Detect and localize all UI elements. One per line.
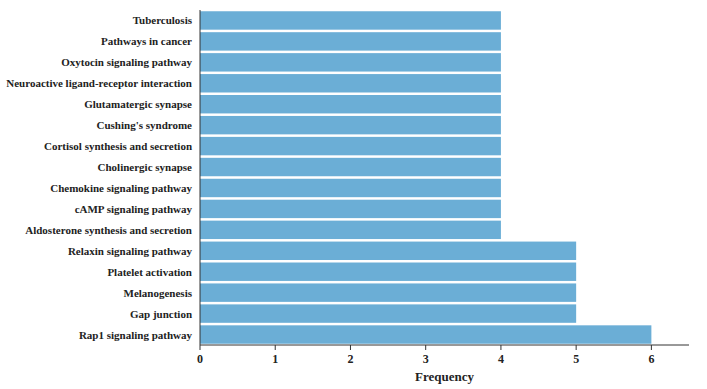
category-label: Cortisol synthesis and secretion <box>44 140 192 152</box>
category-label: Cushing's syndrome <box>97 119 193 131</box>
bar <box>200 325 651 343</box>
bar <box>200 283 576 301</box>
category-label: Chemokine signaling pathway <box>50 182 192 194</box>
x-tick <box>350 345 351 350</box>
chart: Tuberculosis Pathways in cancer Oxytocin s… <box>0 0 707 389</box>
bar <box>200 95 501 113</box>
x-axis-line <box>200 345 689 346</box>
category-label: cAMP signaling pathway <box>75 203 193 215</box>
x-tick <box>576 345 577 350</box>
category-label: Relaxin signaling pathway <box>68 245 193 257</box>
bars <box>200 11 651 343</box>
category-label: Platelet activation <box>107 266 192 278</box>
category-label: Oxytocin signaling pathway <box>61 56 192 68</box>
bar <box>200 11 501 29</box>
bar <box>200 200 501 218</box>
x-tick <box>500 345 501 350</box>
category-label: Cholinergic synapse <box>98 161 193 173</box>
category-label: Rap1 signaling pathway <box>79 329 193 341</box>
category-label: Pathways in cancer <box>101 35 192 47</box>
bar <box>200 74 501 92</box>
category-label: Melanogenesis <box>124 287 193 299</box>
bar <box>200 263 576 281</box>
x-tick <box>200 345 201 350</box>
x-tick <box>275 345 276 350</box>
x-axis-label: Frequency <box>415 369 474 384</box>
x-tick-label: 3 <box>423 352 429 366</box>
x-tick-label: 4 <box>498 352 504 366</box>
x-tick-label: 5 <box>573 352 579 366</box>
bar <box>200 221 501 239</box>
category-label: Aldosterone synthesis and secretion <box>25 224 192 236</box>
bar <box>200 116 501 134</box>
bar <box>200 32 501 50</box>
category-label: Gap junction <box>130 308 192 320</box>
category-label: Neuroactive ligand-receptor interaction <box>6 77 192 89</box>
bar <box>200 137 501 155</box>
y-axis-line <box>200 10 201 345</box>
x-tick-label: 2 <box>347 352 353 366</box>
x-tick-label: 0 <box>197 352 203 366</box>
category-label: Glutamatergic synapse <box>84 98 192 110</box>
x-tick <box>425 345 426 350</box>
bar <box>200 179 501 197</box>
x-tick-label: 1 <box>272 352 278 366</box>
bar <box>200 158 501 176</box>
x-tick-label: 6 <box>648 352 654 366</box>
bar <box>200 53 501 71</box>
category-label: Tuberculosis <box>133 14 193 26</box>
bar <box>200 242 576 260</box>
x-tick <box>651 345 652 350</box>
bar <box>200 304 576 322</box>
